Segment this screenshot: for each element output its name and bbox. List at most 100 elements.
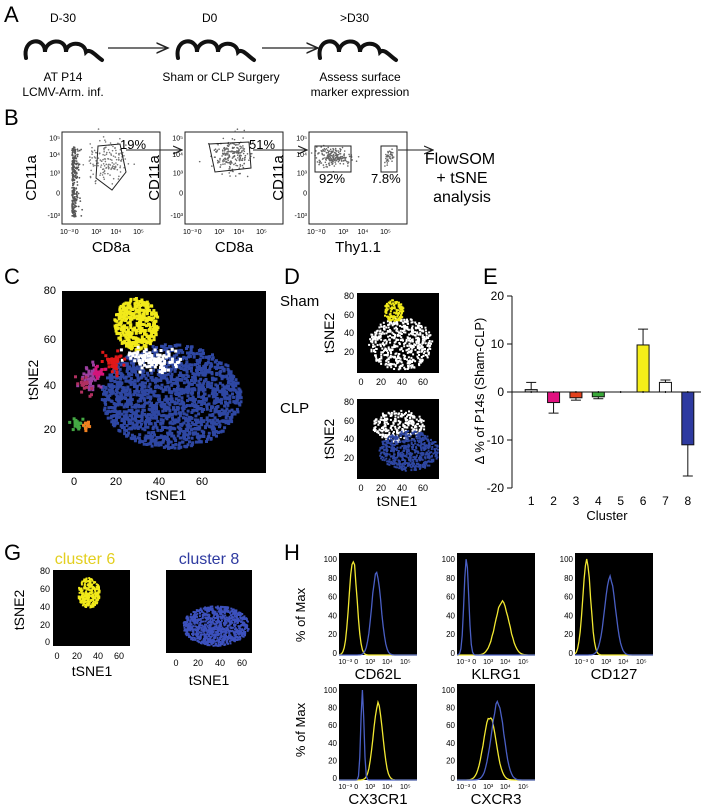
tsne-point bbox=[163, 374, 167, 378]
tsne-point bbox=[224, 421, 228, 425]
tsne-point bbox=[410, 321, 413, 324]
flow-event-dot bbox=[329, 152, 332, 155]
tsne-point bbox=[152, 316, 156, 320]
tsne-point bbox=[410, 412, 413, 415]
tsne-point bbox=[222, 369, 226, 373]
tsne-point bbox=[186, 420, 190, 424]
tsne-point bbox=[230, 374, 234, 378]
tsne-point bbox=[115, 416, 119, 420]
tsne-point bbox=[110, 387, 114, 391]
tsne-point bbox=[429, 460, 431, 463]
tsne-point bbox=[418, 430, 421, 433]
flow-event-dot bbox=[71, 151, 74, 154]
flow-event-dot bbox=[103, 165, 106, 167]
tsne-point bbox=[227, 372, 231, 376]
tsne-point bbox=[112, 375, 116, 379]
tsne-point bbox=[87, 584, 90, 587]
tsne-point bbox=[91, 603, 94, 605]
tsne-point bbox=[405, 320, 408, 323]
flow-y-tick: 10⁵ bbox=[172, 136, 183, 143]
tsne-point bbox=[184, 377, 188, 381]
tsne-point bbox=[386, 308, 389, 311]
flow-event-dot bbox=[337, 160, 340, 163]
tsne-point bbox=[102, 392, 106, 396]
tsne-point bbox=[123, 404, 127, 408]
tsne-point bbox=[239, 396, 243, 400]
tsne-point bbox=[411, 414, 414, 417]
tsne-point bbox=[150, 371, 154, 375]
flow-event-dot bbox=[385, 157, 387, 160]
flow-event-dot bbox=[237, 151, 239, 153]
flow-event-dot bbox=[239, 156, 242, 159]
tsne-point bbox=[425, 451, 428, 454]
flow-event-dot bbox=[91, 157, 93, 159]
tsne-point bbox=[214, 406, 218, 409]
tsne-point bbox=[436, 444, 439, 447]
flow-y-tick: 0 bbox=[303, 191, 307, 198]
tsne-point bbox=[381, 331, 384, 334]
flow-event-dot bbox=[71, 169, 74, 171]
tsne-point bbox=[410, 439, 413, 442]
tsne-point bbox=[402, 325, 405, 327]
step3-day: >D30 bbox=[340, 11, 369, 25]
tsne-point bbox=[234, 384, 238, 388]
tsne-point bbox=[87, 580, 90, 582]
tsne-point bbox=[95, 585, 98, 588]
tsne-point bbox=[415, 454, 418, 457]
tsne-point bbox=[155, 379, 159, 383]
tsne-point bbox=[428, 331, 431, 334]
tsne-point bbox=[428, 334, 431, 337]
tsne-point bbox=[399, 432, 402, 435]
tsne-point bbox=[86, 593, 88, 596]
tsne-point bbox=[412, 460, 415, 463]
flow-event-dot bbox=[77, 150, 79, 152]
tsne-point bbox=[181, 409, 185, 413]
analysis-line3: analysis bbox=[433, 189, 491, 206]
tsne-point bbox=[389, 307, 392, 310]
tsne-point bbox=[127, 431, 131, 435]
tsne-point bbox=[146, 419, 150, 423]
tsne-point bbox=[391, 434, 394, 437]
tsne-point bbox=[190, 345, 194, 349]
flow-event-dot bbox=[339, 153, 342, 155]
tsne-point bbox=[424, 354, 427, 356]
flow-event-dot bbox=[79, 197, 81, 200]
tsne-point bbox=[194, 414, 198, 418]
tsne-point bbox=[419, 455, 421, 458]
tsne-point bbox=[94, 595, 97, 598]
tsne-point bbox=[376, 359, 379, 362]
flow-event-dot bbox=[98, 152, 101, 154]
tsne-point bbox=[217, 361, 221, 365]
tsne-point bbox=[130, 373, 134, 377]
flow-event-dot bbox=[218, 148, 220, 150]
flow-y-tick: 10⁴ bbox=[172, 152, 183, 159]
tsne-point bbox=[422, 341, 425, 344]
tsne-point bbox=[389, 418, 392, 421]
tsne-point bbox=[138, 330, 142, 334]
flow-event-dot bbox=[228, 154, 231, 156]
tsne-point bbox=[173, 419, 176, 423]
tsne-point bbox=[87, 377, 90, 381]
tsne-point bbox=[217, 420, 221, 424]
tsne-point bbox=[148, 400, 152, 404]
tsne-point bbox=[107, 365, 111, 369]
tsne-point bbox=[390, 441, 393, 444]
tsne-point bbox=[405, 453, 408, 456]
flow-event-dot bbox=[332, 153, 335, 156]
tsne-point bbox=[88, 596, 91, 599]
tsne-point bbox=[104, 386, 108, 390]
tsne-point bbox=[382, 414, 385, 417]
tsne-point bbox=[423, 461, 425, 464]
tsne-point bbox=[385, 309, 388, 312]
flow-event-dot bbox=[97, 157, 100, 159]
tsne-point bbox=[211, 424, 215, 428]
tsne-point bbox=[187, 365, 191, 368]
flow-event-dot bbox=[223, 148, 226, 151]
tsne-point bbox=[401, 463, 404, 466]
flow-event-dot bbox=[99, 172, 102, 175]
tsne-point bbox=[187, 382, 191, 386]
tsne-point bbox=[195, 421, 199, 424]
tsne-point bbox=[418, 465, 420, 468]
tsne-point bbox=[214, 377, 218, 381]
tsne-d-x-tick: 60 bbox=[418, 483, 428, 493]
